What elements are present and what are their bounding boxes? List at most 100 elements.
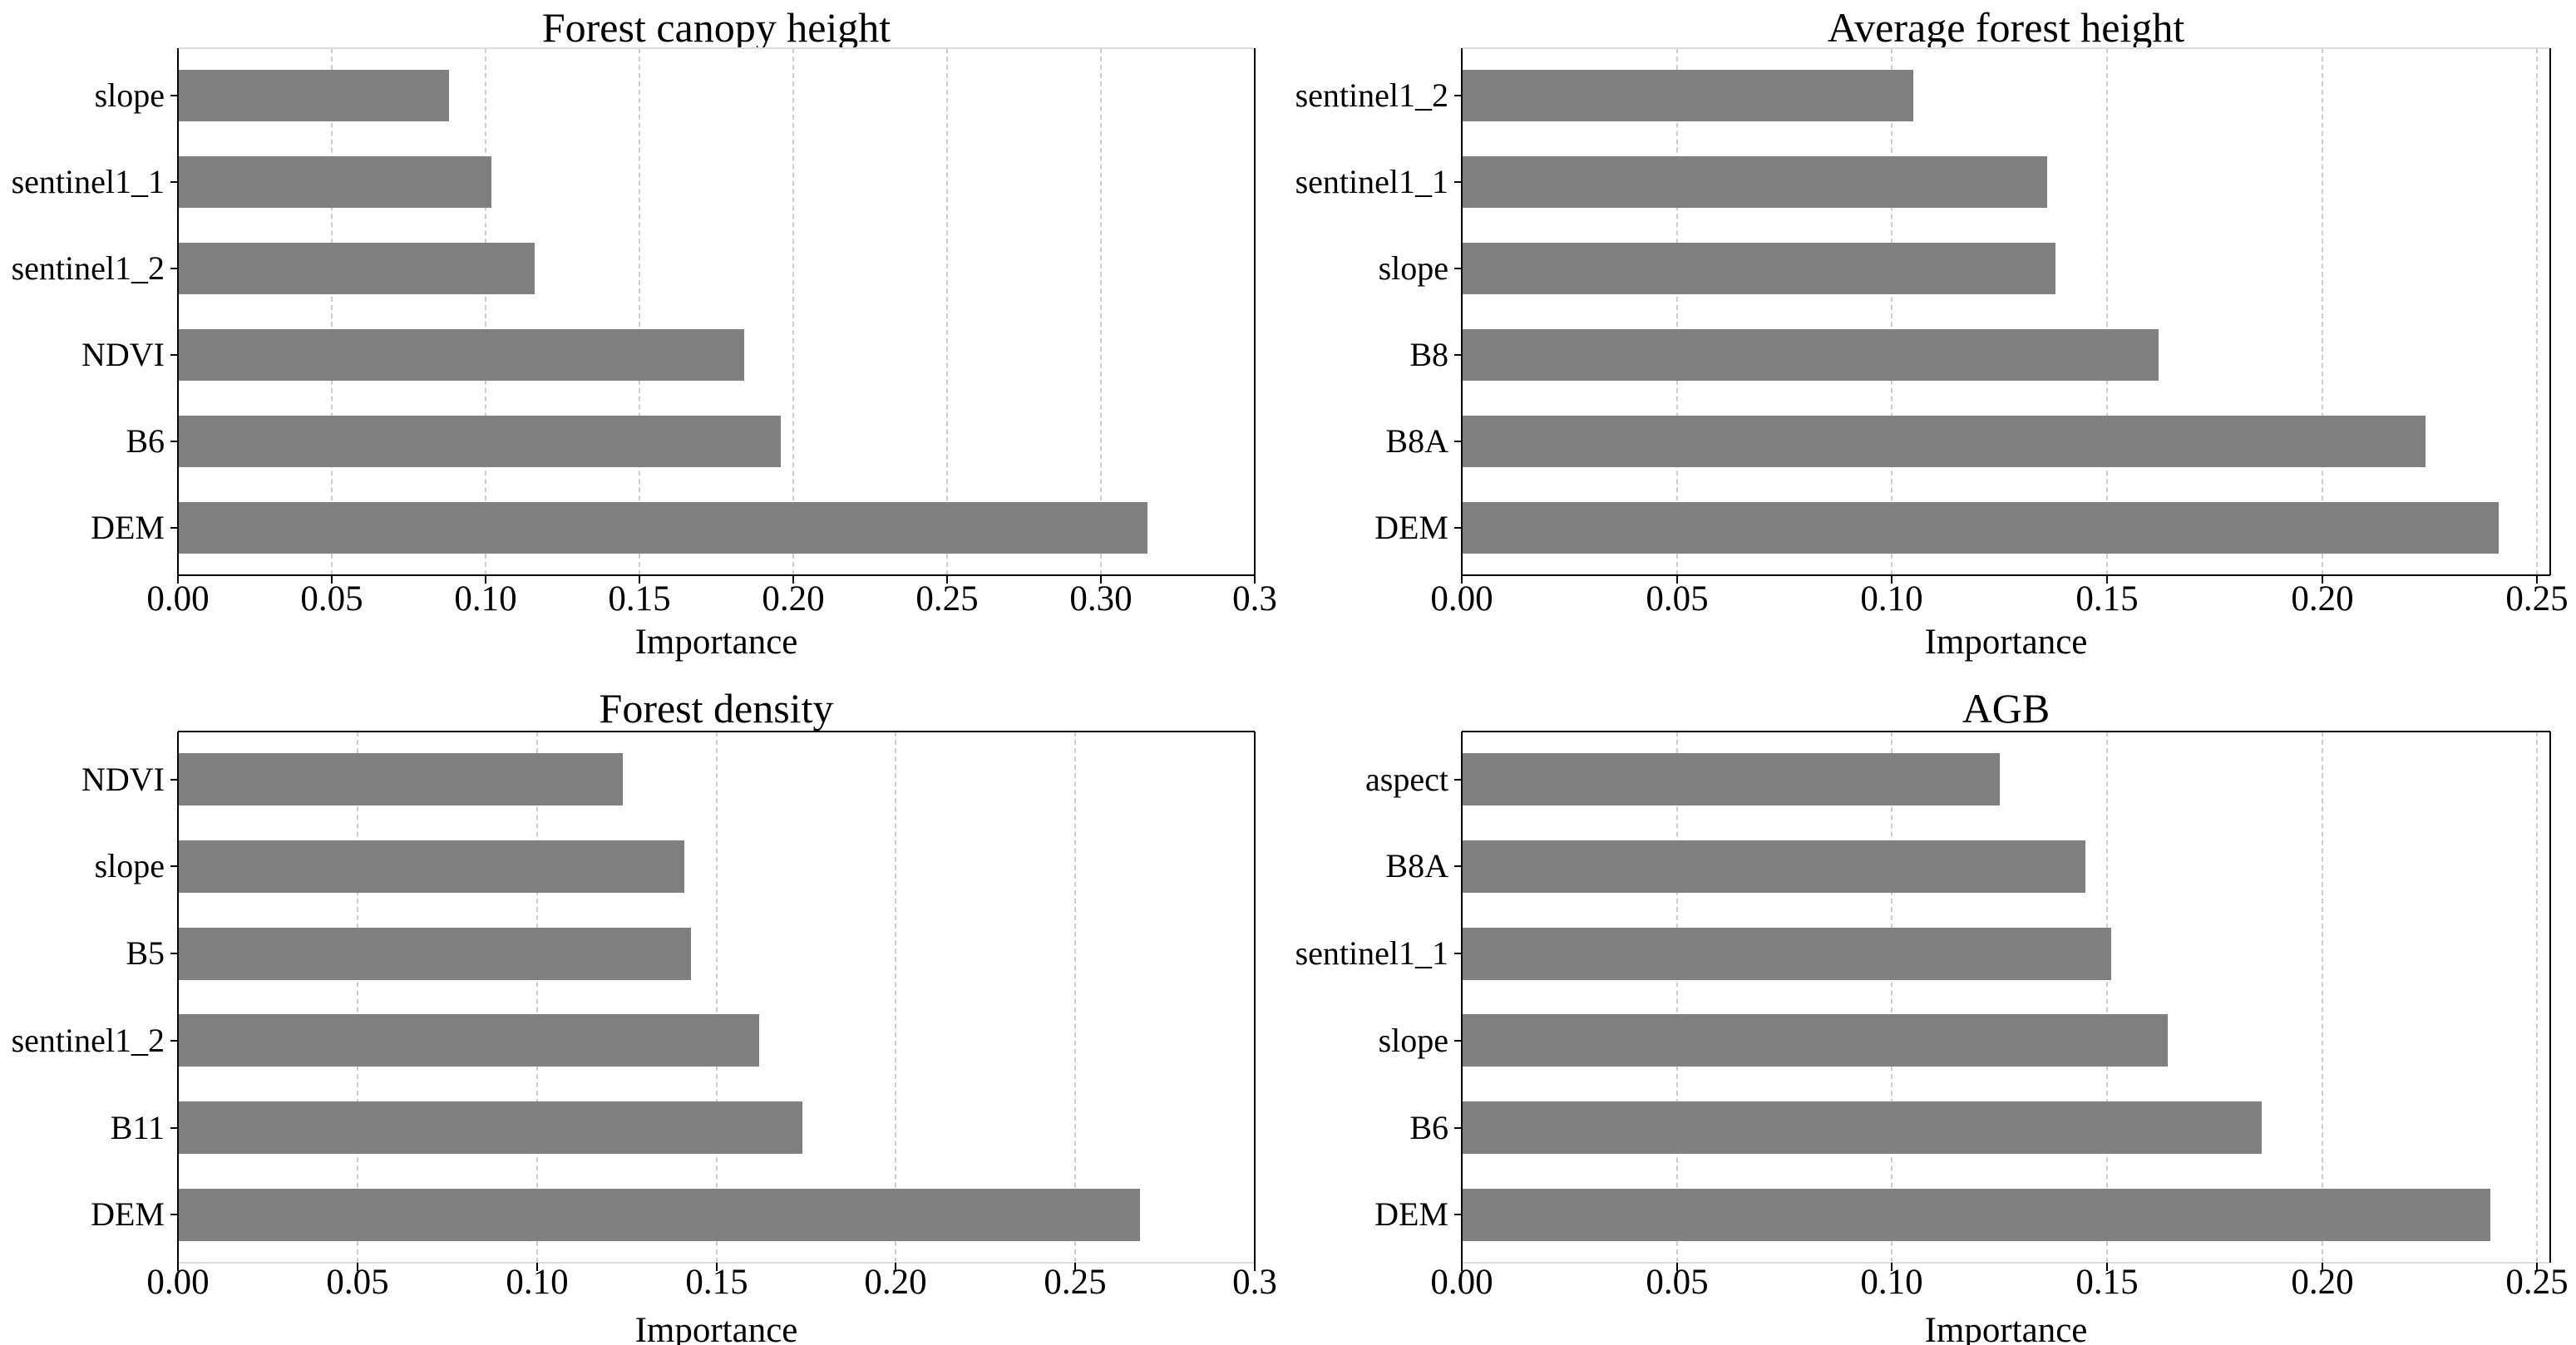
spine-bottom [1462,574,2550,576]
bar-aspect [1462,753,2000,806]
y-tick-mark [170,953,178,954]
x-tick-label: 0.25 [2505,1263,2569,1302]
spine-top [1462,731,2550,732]
spine-right [2549,48,2551,575]
y-tick-label: slope [1378,1022,1448,1059]
x-tick-mark [946,575,948,584]
bar-B6 [178,416,781,467]
chart-title: Forest canopy height [541,4,891,51]
gridline [2536,732,2539,1263]
spine-bottom [1462,1262,2550,1264]
bar-slope [178,70,449,121]
x-axis-label: Importance [634,623,798,662]
x-tick-mark [536,1263,538,1271]
bar-NDVI [178,753,623,806]
spine-top [178,731,1255,732]
x-tick-mark [1074,1263,1076,1271]
gridline [356,732,358,1263]
bar-DEM [1462,1189,2490,1241]
gridline [1891,732,1893,1263]
chart-title: Forest density [599,685,834,732]
gridline [1891,48,1893,575]
x-axis-label: Importance [1924,623,2088,662]
gridline [331,48,333,575]
plot-area: aspect B8A sentinel1_1 slope B6 DEM 0.00 0.05 0.… [1295,731,2569,1302]
gridline [639,48,640,575]
bar-slope [1462,243,2055,294]
x-tick-mark [357,1263,358,1271]
y-tick-label: B5 [126,934,165,972]
x-tick-label: 0.10 [1860,579,1923,618]
y-tick-label: aspect [1365,761,1448,798]
bar-sentinel1_1 [1462,928,2111,980]
x-tick-label: 0.30 [1069,579,1133,618]
y-tick-mark [170,1127,178,1129]
x-tick-mark [331,575,333,584]
spine-left [177,732,179,1263]
gridline [2106,48,2109,575]
x-tick-mark [1891,1263,1893,1271]
x-axis-label: Importance [1924,1311,2088,1345]
spine-right [2549,732,2551,1263]
x-tick-mark [1100,575,1102,584]
x-tick-mark [2536,575,2538,584]
y-tick-mark [1454,95,1462,96]
bar-DEM [178,502,1147,554]
y-tick-label: NDVI [81,336,165,373]
bar-B5 [178,928,691,980]
y-tick-label: B6 [1409,1109,1448,1146]
y-tick-label: sentinel1_1 [1295,934,1448,972]
x-tick-mark [1891,575,1893,584]
spine-left [1461,48,1463,575]
y-tick-label: slope [1378,249,1448,287]
gridline [2321,732,2323,1263]
chart-title: Average forest height [1827,4,2185,51]
y-tick-mark [1454,354,1462,356]
bar-slope [1462,1014,2168,1067]
y-tick-mark [170,779,178,781]
x-tick-mark [1676,1263,1678,1271]
y-tick-mark [1454,441,1462,442]
y-tick-label: B8 [1409,336,1448,373]
bar-sentinel1_2 [178,1014,759,1067]
y-tick-mark [170,268,178,269]
y-tick-mark [1454,268,1462,269]
x-tick-mark [895,1263,896,1271]
chart-title: AGB [1962,685,2050,732]
x-tick-mark [177,1263,179,1271]
bar-B11 [178,1101,802,1154]
x-tick-mark [1461,1263,1463,1271]
x-tick-mark [2106,1263,2108,1271]
x-tick-mark [2322,1263,2323,1271]
y-tick-mark [170,527,178,529]
y-tick-label: slope [94,76,165,114]
y-tick-mark [1454,865,1462,867]
y-tick-mark [170,441,178,442]
gridline [715,732,718,1263]
gridline [1675,48,1678,575]
spine-right [1254,732,1256,1263]
spine-left [1461,732,1463,1263]
y-tick-label: sentinel1_2 [11,249,165,287]
bar-sentinel1_2 [178,243,535,294]
spine-top [178,47,1255,49]
x-tick-mark [2322,575,2323,584]
y-tick-mark [170,181,178,183]
x-tick-mark [792,575,794,584]
y-tick-mark [1454,1214,1462,1215]
y-tick-mark [170,95,178,96]
x-tick-label: 0.05 [300,579,363,618]
y-tick-label: B8A [1385,847,1448,884]
x-tick-label: 0.10 [454,579,517,618]
y-tick-label: DEM [1374,509,1448,546]
gridline [2106,732,2109,1263]
spine-top [1462,47,2550,49]
x-tick-label: 0.25 [915,579,979,618]
x-tick-label: 0.00 [146,579,210,618]
plot-area: sentinel1_2 sentinel1_1 slope B8 B8A DEM 0.00 0… [1295,47,2569,618]
spine-right [1254,48,1256,575]
x-tick-label: 0.05 [1646,579,1709,618]
y-tick-label: DEM [1374,1195,1448,1233]
x-tick-label: 0.25 [2505,579,2569,618]
